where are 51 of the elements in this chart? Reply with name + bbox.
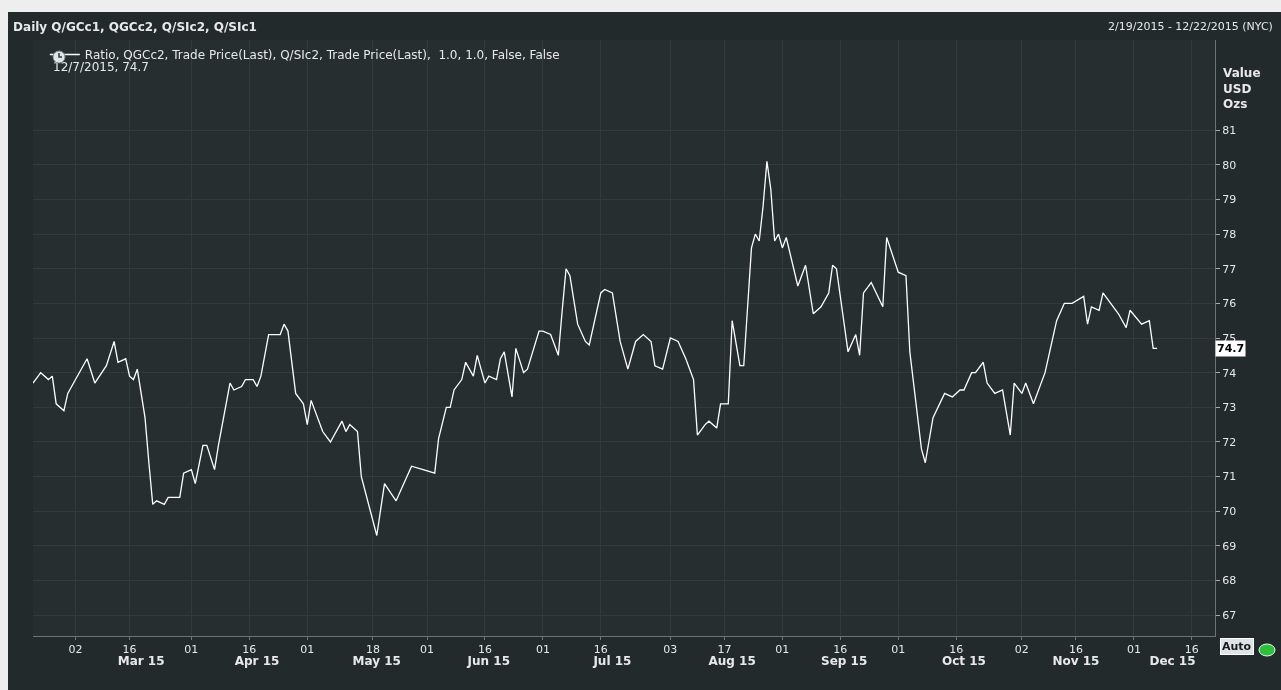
y-tick-label: 76 [1222,297,1237,311]
y-axis-title: Value USD Ozs [1223,66,1261,112]
x-tick-label: 01 [300,643,315,657]
x-tick-label: 01 [535,643,550,657]
x2-tick-label: Aug 15 [708,654,756,668]
x-tick-label: 16 [833,643,848,657]
x2-tick-label: Jul 15 [592,654,632,668]
y-tick-label: 73 [1222,401,1237,415]
x-tick-label: 16 [1184,643,1199,657]
x-tick-label: 02 [68,643,83,657]
x-tick-label: 16 [242,643,257,657]
x-tick-label: 01 [775,643,790,657]
y-tick-label: 78 [1222,227,1237,241]
y-tick-label: 70 [1222,505,1237,519]
y-tick-label: 67 [1222,609,1237,623]
x2-tick-label: Nov 15 [1052,654,1100,668]
y-tick-label: 79 [1222,193,1237,207]
y-tick-label: 80 [1222,158,1237,172]
x2-tick-label: Apr 15 [234,654,280,668]
x-tick-label: 01 [1126,643,1141,657]
y-tick-label: 69 [1222,539,1237,553]
x2-tick-label: Sep 15 [821,654,868,668]
x2-tick-label: Dec 15 [1149,654,1196,668]
x-tick-label: 16 [477,643,492,657]
x2-tick-label: Oct 15 [941,654,986,668]
annotation: 12/7/2015, 74.7 [53,60,149,74]
x-tick-label: 16 [949,643,964,657]
y-tick-label: 71 [1222,470,1237,484]
x-tick-label: 02 [1014,643,1029,657]
chart-title: Daily Q/GCc1, QGCc2, Q/SIc2, Q/SIc1 [13,19,257,34]
x2-tick-label: May 15 [352,654,401,668]
y-tick-label: 77 [1222,262,1237,276]
text: 74.7 [1217,342,1245,355]
x-tick-label: 17 [717,643,732,657]
y-tick-label: 72 [1222,435,1237,449]
x-tick-label: 18 [365,643,380,657]
y-tick-label: 81 [1222,123,1237,137]
x-tick-label: 01 [891,643,906,657]
x2-tick-label: Jun 15 [466,654,511,668]
x-tick-label: 16 [122,643,137,657]
x-tick-label: 03 [663,643,678,657]
text: Auto [1222,640,1252,653]
line-series [33,160,1158,537]
x-tick-label: 16 [1068,643,1083,657]
x2-tick-label: Mar 15 [117,654,165,668]
chart-subtitle: 2/19/2015 - 12/22/2015 (NYC) [1108,20,1273,33]
y-tick-label: 74 [1222,366,1237,380]
y-tick-label: 68 [1222,574,1237,588]
legend-label: Ratio, QGCc2, Trade Price(Last), Q/SIc2, Trade Price(Last), 1.0, 1.0, False, False [84,48,560,63]
x-tick-label: 01 [420,643,434,657]
x-tick-label: 01 [184,643,199,657]
